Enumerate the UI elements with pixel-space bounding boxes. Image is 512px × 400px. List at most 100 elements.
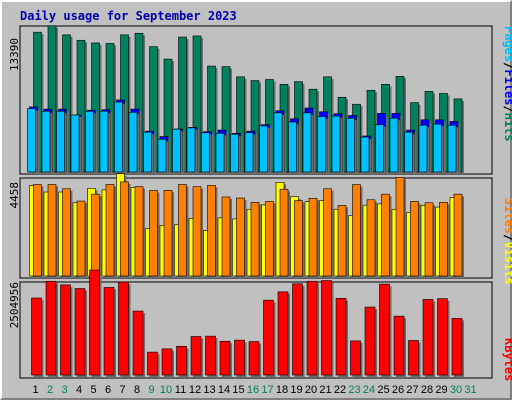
pages-bar [215, 132, 226, 174]
legend-pages: Pages [502, 26, 512, 62]
pages-bar [346, 117, 357, 174]
sites-bar [381, 193, 392, 278]
kbytes-panel: 2504956 KBytes [8, 269, 512, 381]
pages-bar [259, 125, 270, 174]
pages-bar [114, 101, 125, 174]
pages-bar [230, 134, 241, 174]
kbytes-panel-bars [31, 269, 464, 377]
kbytes-panel-legend: KBytes [502, 338, 512, 381]
pages-bar [375, 124, 386, 174]
pages-bar [157, 138, 168, 174]
kbytes-panel-max-label: 2504956 [8, 282, 21, 328]
kbytes-bar [335, 298, 348, 377]
kbytes-bar [89, 269, 102, 377]
sites-bar [236, 197, 247, 278]
visits-panel-bars [29, 173, 464, 278]
pages-bar [288, 121, 299, 174]
kbytes-bar [31, 297, 44, 377]
hits-panel-bars [27, 25, 464, 175]
x-tick-label: 8 [134, 384, 140, 396]
kbytes-bar [306, 280, 319, 377]
x-tick-label: 15 [232, 384, 244, 396]
x-tick-label: 5 [90, 384, 96, 396]
x-tick-label: 19 [290, 384, 302, 396]
pages-bar [172, 128, 183, 174]
sites-bar [439, 202, 450, 278]
x-tick-label: 20 [305, 384, 317, 396]
kbytes-bar [60, 284, 73, 377]
kbytes-bar [147, 351, 160, 377]
x-tick-label: 1 [32, 384, 38, 396]
pages-bar [360, 136, 371, 174]
kbytes-bar [379, 283, 392, 377]
hits-panel-legend: Pages/Files/Hits [502, 26, 512, 142]
x-tick-label: 11 [175, 384, 186, 396]
pages-bar [331, 115, 342, 174]
sites-bar [47, 184, 58, 278]
pages-bar [317, 116, 328, 174]
kbytes-bar [234, 339, 247, 377]
kbytes-bar [219, 340, 232, 377]
pages-bar [433, 123, 444, 174]
sites-bar [395, 177, 406, 278]
x-tick-label: 4 [76, 384, 82, 396]
kbytes-bar [277, 291, 290, 377]
x-tick-label: 27 [406, 384, 418, 396]
x-tick-label: 2 [47, 384, 53, 396]
sites-bar [192, 186, 203, 278]
pages-bar [143, 131, 154, 174]
visits-panel-legend: Sites/Visits [502, 198, 512, 285]
pages-bar [128, 112, 139, 174]
x-tick-label: 21 [319, 384, 331, 396]
pages-bar [41, 110, 52, 174]
sites-bar [149, 190, 160, 278]
sites-bar [33, 184, 44, 278]
x-tick-label: 30 [450, 384, 462, 396]
hits-panel-max-label: 13390 [8, 38, 21, 71]
x-tick-label: 22 [334, 384, 346, 396]
hits-panel: 13390 Pages/Files/Hits [8, 25, 512, 175]
kbytes-bar [292, 283, 305, 377]
x-tick-label: 18 [276, 384, 288, 396]
pages-bar [447, 124, 458, 174]
x-tick-label: 3 [61, 384, 67, 396]
x-tick-label: 24 [363, 384, 375, 396]
sites-bar [221, 196, 232, 278]
pages-bar [85, 110, 96, 174]
kbytes-bar [321, 280, 334, 377]
sites-bar [120, 181, 131, 278]
kbytes-bar [422, 299, 435, 377]
pages-bar [201, 132, 212, 174]
kbytes-bar [263, 299, 276, 377]
kbytes-bar [74, 288, 87, 377]
sites-bar [105, 184, 116, 278]
sites-bar [62, 188, 73, 278]
x-tick-label: 28 [421, 384, 433, 396]
x-tick-label: 23 [348, 384, 360, 396]
kbytes-bar [364, 306, 377, 377]
kbytes-bar [118, 281, 131, 377]
sites-bar [178, 184, 189, 278]
sites-bar [207, 185, 218, 278]
sites-bar [294, 200, 305, 278]
pages-bar [302, 112, 313, 174]
legend-sites: Sites [502, 198, 512, 234]
kbytes-bar [176, 346, 189, 377]
chart-title: Daily usage for September 2023 [20, 9, 237, 23]
sites-bar [163, 189, 174, 278]
pages-bar [70, 114, 81, 174]
x-tick-label: 12 [189, 384, 201, 396]
x-tick-label: 25 [377, 384, 389, 396]
x-tick-label: 29 [435, 384, 447, 396]
x-tick-label: 10 [160, 384, 172, 396]
sites-bar [76, 200, 87, 278]
kbytes-bar [205, 335, 218, 377]
x-tick-label: 14 [218, 384, 230, 396]
visits-panel: 4458 Sites/Visits [8, 173, 512, 285]
sites-bar [453, 193, 464, 278]
x-tick-label: 16 [247, 384, 259, 396]
kbytes-bar [350, 340, 363, 377]
legend-visits: Visits [502, 241, 512, 284]
legend-files: Files [502, 69, 512, 105]
